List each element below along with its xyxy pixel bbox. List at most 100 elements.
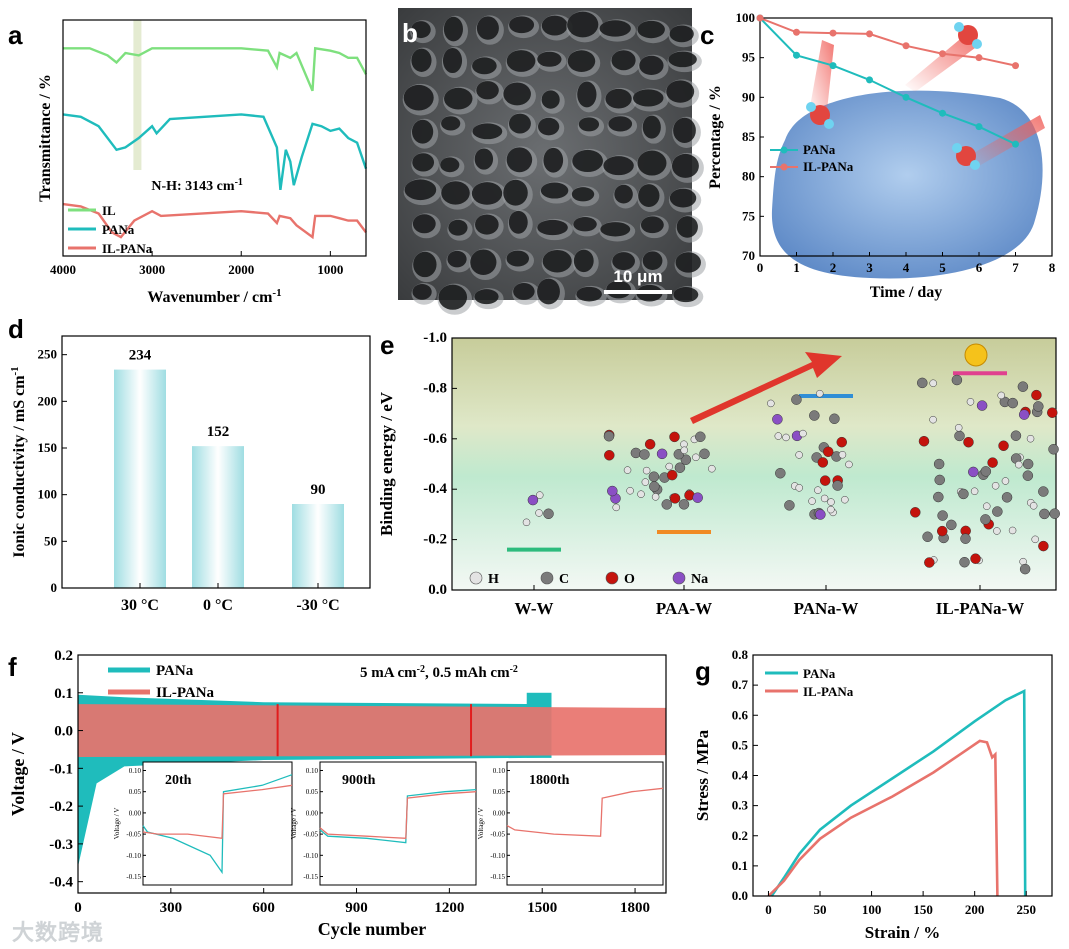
pore [447, 250, 467, 268]
molecule-atom [799, 429, 807, 438]
pore [666, 80, 695, 103]
pore [668, 51, 697, 68]
pore [513, 282, 535, 300]
molecule-atom [966, 398, 975, 406]
panel-label: g [695, 656, 711, 686]
molecule-atom [1015, 460, 1023, 469]
molecule-atom [527, 494, 539, 506]
molecule-atom [841, 495, 849, 504]
pore [411, 21, 431, 39]
bar-value-label: 152 [207, 424, 230, 440]
molecule-atom [1001, 477, 1010, 485]
panel-e: 0.0 -0.2 -0.4 -0.6 -0.8 -1.0 W-W PAA-W PANa-W IL-… [377, 330, 1060, 618]
panel-label: b [402, 18, 418, 48]
molecule-atom [980, 514, 991, 525]
molecule-atom [992, 506, 1003, 517]
pore [567, 11, 599, 38]
atom-legend-marker-c [540, 571, 554, 585]
legend-label-pana: PANa [156, 663, 194, 679]
pore [506, 250, 530, 267]
inset-y-tick-label: 0.05 [493, 788, 506, 796]
pore [538, 117, 560, 136]
panel-a: a 4000 3000 2000 1000 Wavenumber / cm-1 Transm… [8, 19, 368, 306]
pore [577, 81, 597, 108]
pore [676, 216, 698, 238]
molecule-atom [954, 424, 963, 432]
legend-label-il-pana: IL-PANa [803, 684, 854, 699]
pore [475, 214, 499, 235]
x-tick-label: 1200 [434, 900, 464, 916]
x-tick-label: 50 [814, 902, 827, 917]
molecule-atom [954, 430, 965, 442]
pore [474, 148, 494, 170]
pore [441, 181, 470, 205]
molecule-atom [1022, 458, 1034, 470]
pore [404, 179, 437, 201]
x-tick-label: 4 [903, 260, 910, 275]
molecule-atom [784, 500, 795, 511]
pore [669, 188, 697, 208]
atom-legend-label-h: H [488, 572, 499, 587]
legend-label-il-pana: IL-PANa [803, 159, 854, 174]
bar-1 [192, 446, 244, 588]
pore [571, 187, 595, 202]
pore [412, 283, 432, 300]
scale-bar-label: 10 μm [613, 267, 662, 286]
inset-frame-1800th [506, 761, 664, 886]
pore [506, 147, 533, 173]
pore [611, 50, 636, 71]
inset-frame-900th [319, 761, 477, 886]
pore [438, 284, 468, 310]
plot-frame [451, 337, 1057, 591]
x-tick-label: 100 [862, 902, 882, 917]
molecule-atom [987, 457, 998, 468]
data-point-pana [1012, 140, 1019, 148]
voltage-band-il-pana [78, 704, 666, 757]
x-axis-label: Cycle number [318, 919, 426, 939]
molecule-atom [838, 450, 847, 459]
series-line-pana [770, 689, 1027, 897]
molecule-atom [603, 430, 615, 442]
panel-c: 0 1 2 3 4 5 6 7 8 70 75 80 85 90 95 100 PANa IL-PANa Time … [700, 10, 1056, 301]
molecule-atom [814, 486, 822, 494]
pore [567, 50, 596, 73]
x-tick-label: 8 [1049, 260, 1056, 275]
x-tick-label: W-W [514, 599, 553, 618]
inset-y-tick-label: 0.05 [306, 788, 319, 796]
inset-y-tick-label: -0.05 [126, 831, 141, 839]
data-point-pana [866, 76, 873, 84]
bar-value-label: 234 [129, 348, 152, 364]
molecule-atom [991, 482, 1000, 490]
x-tick-label: 7 [1012, 260, 1019, 275]
y-tick-label: 100 [38, 487, 58, 502]
pore [503, 82, 531, 106]
bar-2 [292, 504, 344, 588]
pore [673, 117, 696, 143]
molecule-atom [639, 449, 650, 460]
series-line-il-pana [759, 17, 1016, 67]
molecule-atom [997, 391, 1005, 400]
molecule-atom [933, 491, 944, 503]
pore [605, 88, 632, 109]
molecule-atom [607, 485, 618, 497]
y-axis-label: Binding energy / eV [377, 391, 396, 536]
pore [403, 84, 434, 111]
x-tick-label: 300 [160, 900, 183, 916]
nh-annotation: N-H: 3143 cm-1 [151, 177, 243, 195]
data-point-pana [939, 109, 946, 117]
molecule-atom [809, 410, 820, 421]
molecule-atom [522, 518, 531, 527]
pore [638, 184, 660, 208]
pore [411, 119, 434, 144]
pore [442, 47, 463, 74]
inset-y-tick-label: 0.00 [129, 809, 142, 817]
pore [443, 16, 463, 42]
molecule-atom [951, 374, 963, 386]
pore [612, 252, 635, 271]
molecule-atom [775, 467, 786, 479]
molecule-atom [845, 460, 853, 469]
panel-f: f 0 300 600 900 1200 1500 1800 0.2 0.1 0.0 -0.1 -0.2… [8, 648, 667, 939]
data-point-il-pana [756, 14, 764, 22]
x-tick-label: 0 °C [203, 597, 233, 614]
molecule-atom [774, 432, 783, 440]
